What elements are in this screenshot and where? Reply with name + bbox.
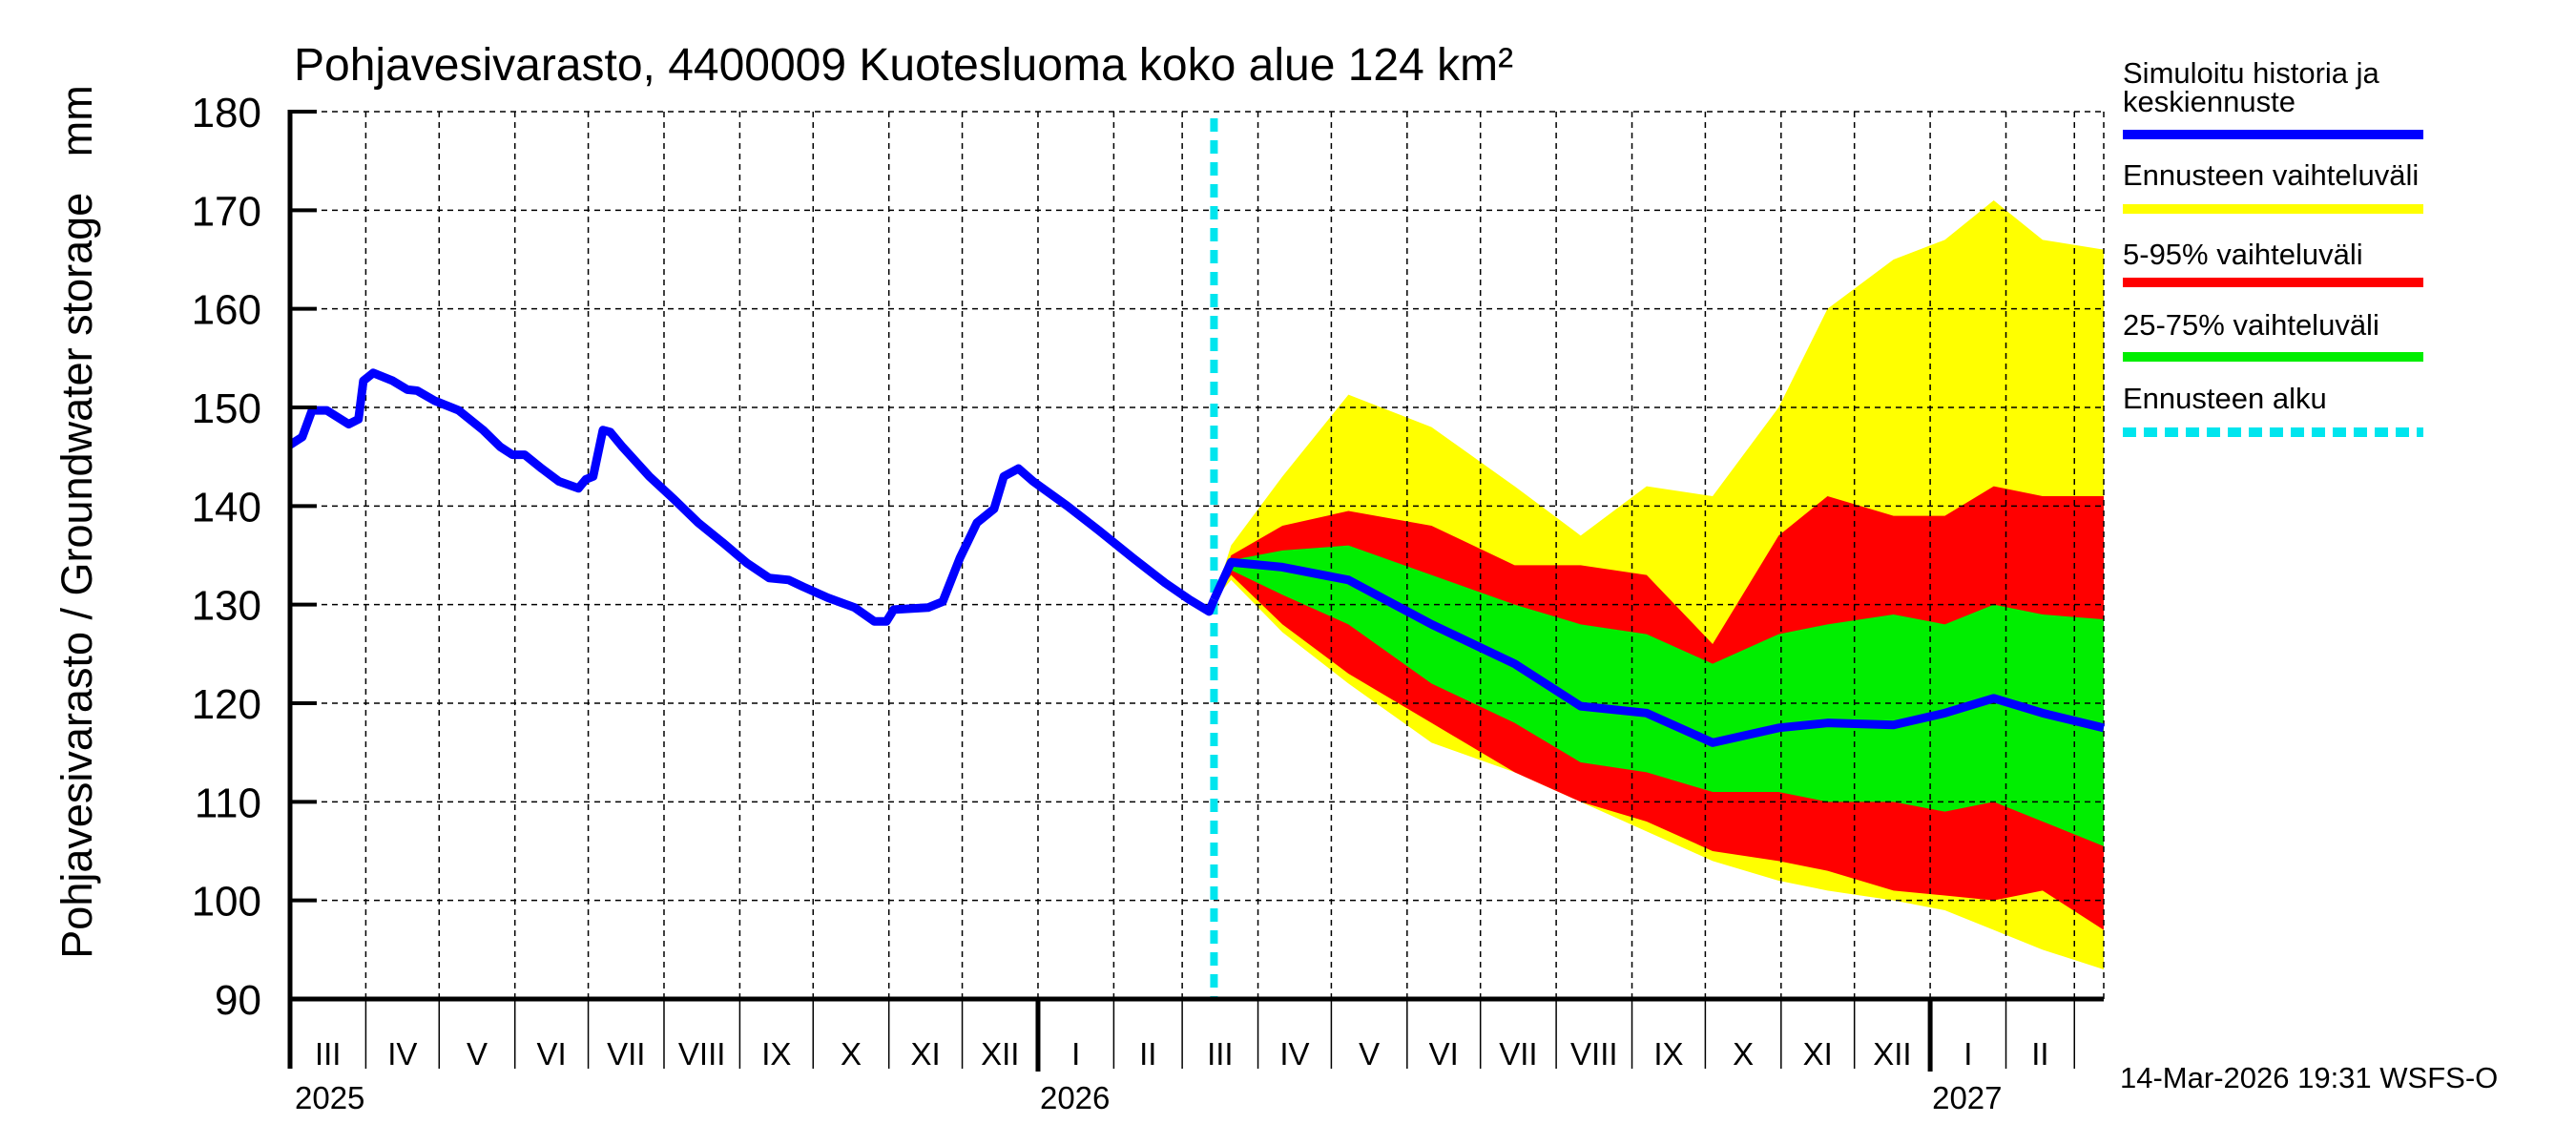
- y-tick-label: 120: [192, 681, 261, 728]
- month-label: XI: [1803, 1036, 1833, 1072]
- y-tick-label: 180: [192, 90, 261, 136]
- month-label: VIII: [1570, 1036, 1618, 1072]
- month-label: IV: [387, 1036, 417, 1072]
- history-line: [287, 368, 1218, 626]
- y-tick-label: 160: [192, 287, 261, 334]
- legend-label: 25-75% vaihteluväli: [2123, 308, 2379, 342]
- year-label: 2025: [295, 1080, 364, 1115]
- month-label: I: [1071, 1036, 1080, 1072]
- legend-label: keskiennuste: [2123, 85, 2296, 118]
- month-label: IX: [761, 1036, 791, 1072]
- legend-label: Ennusteen alku: [2123, 382, 2327, 415]
- month-label: VII: [607, 1036, 645, 1072]
- median-forecast-line: [1210, 557, 2106, 747]
- year-label: 2027: [1932, 1080, 2002, 1115]
- month-label: VII: [1499, 1036, 1537, 1072]
- y-axis-label: Pohjavesivarasto / Groundwater storage m…: [52, 85, 101, 958]
- month-label: III: [1207, 1036, 1234, 1072]
- legend-label: Ennusteen vaihteluväli: [2123, 158, 2419, 192]
- month-label: VI: [1429, 1036, 1459, 1072]
- month-label: III: [315, 1036, 342, 1072]
- forecast-bands: [1214, 200, 2104, 969]
- legend-label: 5-95% vaihteluväli: [2123, 238, 2363, 271]
- month-label: VIII: [678, 1036, 726, 1072]
- month-label: XII: [981, 1036, 1019, 1072]
- y-tick-label: 130: [192, 583, 261, 630]
- grid: [290, 111, 2105, 999]
- month-label: IX: [1653, 1036, 1683, 1072]
- y-tick-label: 150: [192, 385, 261, 432]
- year-label: 2026: [1040, 1080, 1110, 1115]
- chart-title: Pohjavesivarasto, 4400009 Kuotesluoma ko…: [294, 40, 1513, 91]
- month-label: V: [1359, 1036, 1380, 1072]
- y-tick-label: 110: [195, 780, 261, 826]
- month-label: XII: [1873, 1036, 1911, 1072]
- month-label: II: [2031, 1036, 2048, 1072]
- y-tick-label: 90: [215, 977, 261, 1024]
- month-label: X: [1733, 1036, 1754, 1072]
- month-label: X: [841, 1036, 862, 1072]
- y-tick-label: 100: [192, 879, 261, 926]
- month-label: IV: [1279, 1036, 1309, 1072]
- y-tick-label: 140: [192, 484, 261, 531]
- timestamp: 14-Mar-2026 19:31 WSFS-O: [2120, 1061, 2498, 1094]
- series-lines: [287, 118, 2106, 999]
- month-label: VI: [537, 1036, 567, 1072]
- month-label: V: [467, 1036, 488, 1072]
- y-tick-label: 170: [192, 188, 261, 235]
- legend-label: Simuloitu historia ja: [2123, 56, 2380, 90]
- month-label: XI: [911, 1036, 941, 1072]
- month-label: II: [1139, 1036, 1156, 1072]
- month-label: I: [1963, 1036, 1972, 1072]
- band-25-75: [1214, 545, 2104, 846]
